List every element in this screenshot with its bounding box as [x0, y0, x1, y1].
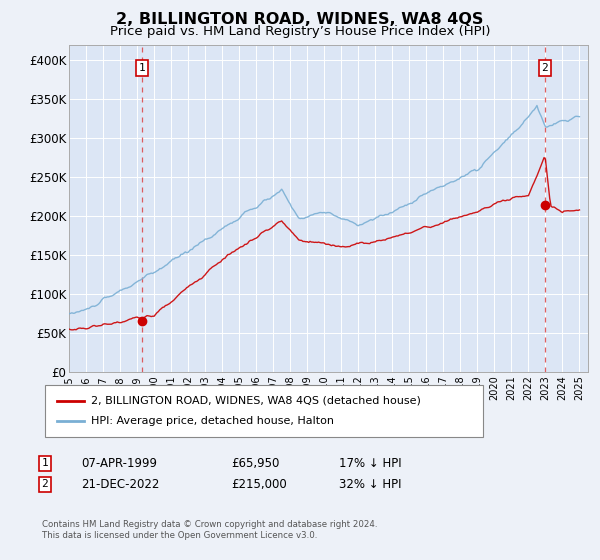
Text: 32% ↓ HPI: 32% ↓ HPI [339, 478, 401, 491]
Text: 2, BILLINGTON ROAD, WIDNES, WA8 4QS: 2, BILLINGTON ROAD, WIDNES, WA8 4QS [116, 12, 484, 27]
Text: 1: 1 [138, 63, 145, 73]
Text: Contains HM Land Registry data © Crown copyright and database right 2024.
This d: Contains HM Land Registry data © Crown c… [42, 520, 377, 540]
Text: £215,000: £215,000 [231, 478, 287, 491]
Text: 17% ↓ HPI: 17% ↓ HPI [339, 456, 401, 470]
Text: 2, BILLINGTON ROAD, WIDNES, WA8 4QS (detached house): 2, BILLINGTON ROAD, WIDNES, WA8 4QS (det… [91, 396, 421, 406]
Text: 2: 2 [542, 63, 548, 73]
Text: 21-DEC-2022: 21-DEC-2022 [81, 478, 160, 491]
Text: HPI: Average price, detached house, Halton: HPI: Average price, detached house, Halt… [91, 416, 334, 426]
Text: 2: 2 [41, 479, 49, 489]
Text: Price paid vs. HM Land Registry’s House Price Index (HPI): Price paid vs. HM Land Registry’s House … [110, 25, 490, 38]
Text: 1: 1 [41, 458, 49, 468]
Text: £65,950: £65,950 [231, 456, 280, 470]
Text: 07-APR-1999: 07-APR-1999 [81, 456, 157, 470]
